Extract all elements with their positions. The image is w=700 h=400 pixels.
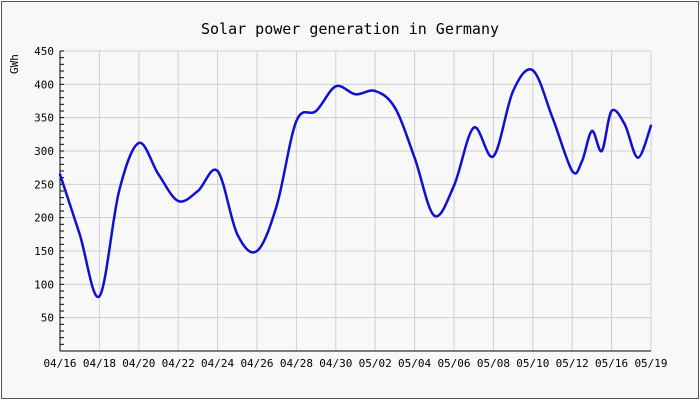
data-point (196, 189, 200, 193)
data-point (531, 69, 534, 72)
x-tick-label: 05/06 (437, 357, 470, 370)
data-point (137, 141, 140, 145)
data-point (571, 169, 574, 173)
y-tick-label: 300 (34, 145, 54, 158)
x-tick-label: 04/30 (319, 357, 352, 370)
data-point (452, 184, 456, 187)
data-point (177, 199, 180, 203)
data-point (623, 123, 626, 126)
y-tick-label: 400 (34, 78, 54, 91)
data-point (580, 159, 584, 163)
x-tick-label: 04/16 (43, 357, 76, 370)
y-tick-label: 100 (34, 278, 54, 291)
data-point (590, 129, 594, 133)
data-point (295, 119, 298, 123)
y-tick-label: 200 (34, 212, 54, 225)
x-tick-labels: 04/16 04/18 04/20 04/22 04/24 04/26 04/28 04/30… (43, 357, 667, 370)
data-point (511, 89, 515, 93)
y-axis-label: GWh (8, 54, 21, 74)
y-tick-label: 150 (34, 245, 54, 258)
data-point (58, 173, 62, 176)
data-point (157, 173, 160, 176)
plot-area (58, 68, 653, 299)
x-tick-label: 04/26 (240, 357, 273, 370)
data-point (354, 93, 357, 96)
x-tick-label: 04/22 (162, 357, 195, 370)
data-point (393, 106, 397, 109)
x-tick-label: 04/18 (83, 357, 116, 370)
y-tick-label: 450 (34, 45, 54, 58)
x-tick-label: 04/28 (280, 357, 313, 370)
axes (59, 50, 651, 352)
data-point (374, 89, 377, 93)
data-point (334, 85, 337, 88)
y-tick-label: 350 (34, 112, 54, 125)
data-point (216, 169, 219, 173)
data-point (492, 155, 495, 158)
x-tick-label: 05/12 (556, 357, 589, 370)
data-point (636, 156, 640, 159)
data-point (275, 204, 278, 207)
data-point (600, 149, 603, 153)
data-point (649, 124, 653, 127)
chart-title: Solar power generation in Germany (201, 20, 499, 38)
x-tick-label: 05/16 (595, 357, 628, 370)
x-tick-label: 05/04 (398, 357, 431, 370)
data-point (413, 156, 416, 159)
x-tick-label: 05/10 (516, 357, 549, 370)
x-tick-label: 05/02 (359, 357, 392, 370)
data-point (78, 233, 81, 236)
data-point (255, 249, 259, 253)
y-tick-labels: 50 100 150 200 250 300 350 400 450 (34, 45, 54, 325)
x-tick-label: 05/19 (634, 357, 667, 370)
data-point (472, 126, 475, 129)
data-point (98, 295, 101, 298)
data-point (236, 233, 239, 236)
x-tick-label: 04/24 (201, 357, 234, 370)
data-point (117, 189, 121, 193)
series-line (58, 68, 653, 299)
data-point (551, 116, 554, 119)
data-point (433, 214, 436, 217)
x-tick-label: 04/20 (122, 357, 155, 370)
data-point (314, 109, 318, 113)
y-tick-label: 50 (41, 312, 54, 325)
data-point (610, 109, 613, 113)
grid (59, 50, 652, 351)
x-tick-label: 05/08 (477, 357, 510, 370)
y-tick-label: 250 (34, 178, 54, 191)
